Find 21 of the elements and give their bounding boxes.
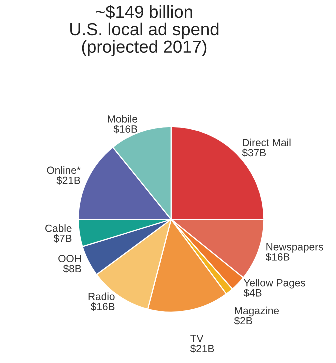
slice-label: TV: [190, 335, 204, 342]
data-label: $37B: [242, 148, 266, 158]
slice-label: Direct Mail: [243, 138, 291, 146]
data-label: $21B: [190, 344, 214, 354]
data-label: $16B: [266, 253, 290, 262]
slice-label: OOH: [58, 255, 82, 262]
slice-label: Cable: [46, 224, 72, 232]
data-label: $16B: [91, 302, 115, 312]
chart-title: ~$149 billion U.S. local ad spend (projected 2017): [70, 5, 219, 57]
slice-label: Magazine: [235, 306, 280, 317]
slice-label: Online*: [47, 166, 81, 174]
data-label: $2B: [234, 316, 252, 326]
data-label: $4B: [244, 288, 262, 298]
data-label: $16B: [114, 125, 138, 134]
data-label: $8B: [63, 264, 82, 274]
slice-label: Radio: [88, 292, 115, 300]
data-label: $21B: [56, 176, 80, 185]
slice-label: Mobile: [108, 115, 138, 123]
slice-label: Yellow Pages: [244, 279, 306, 289]
data-label: $7B: [54, 234, 72, 243]
slice-label: Newspapers: [266, 243, 324, 253]
